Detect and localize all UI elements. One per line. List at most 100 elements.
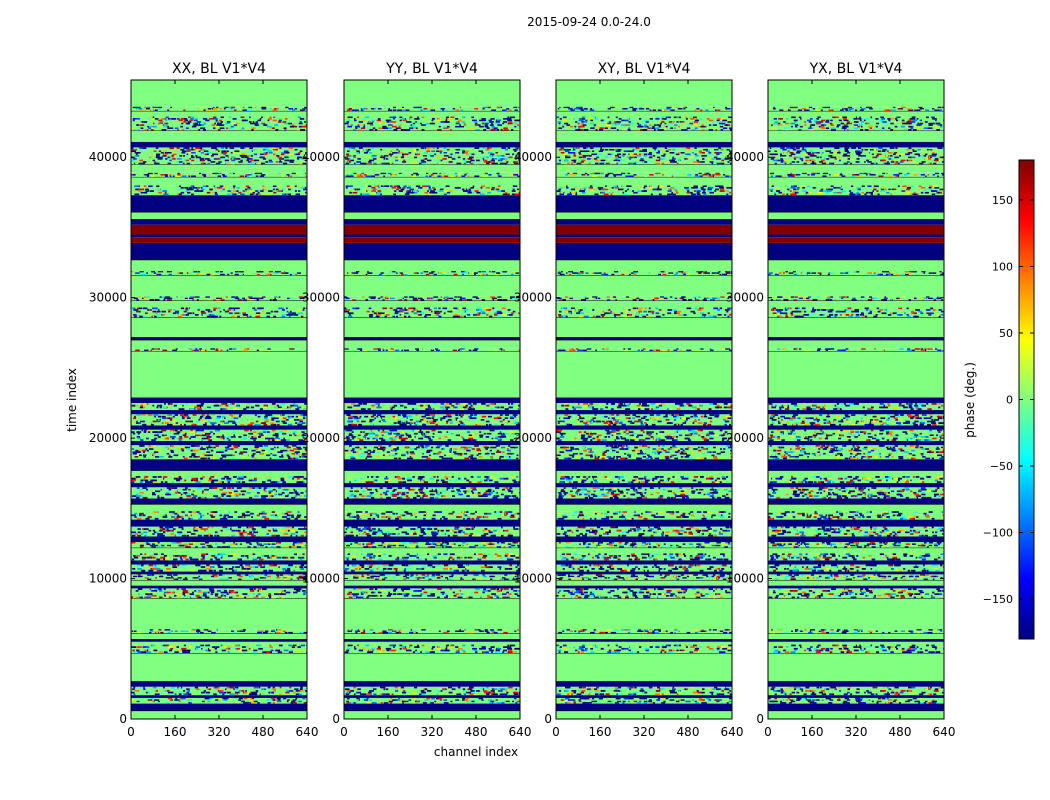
noise-cell	[495, 495, 500, 497]
noise-cell	[437, 542, 440, 544]
band-low	[131, 560, 307, 565]
noise-cell	[277, 190, 282, 192]
noise-cell	[272, 488, 276, 491]
noise-cell	[515, 496, 519, 499]
noise-cell	[299, 420, 303, 423]
noise-cell	[169, 429, 174, 432]
noise-cell	[274, 492, 278, 494]
noise-cell	[300, 686, 303, 689]
band-noisy	[131, 487, 307, 499]
noise-cell	[505, 690, 508, 692]
noise-cell	[390, 649, 395, 652]
noise-cell	[178, 542, 182, 544]
noise-cell	[273, 564, 277, 567]
noise-cell	[233, 348, 237, 350]
noise-cell	[444, 542, 450, 544]
noise-cell	[217, 128, 221, 131]
noise-cell	[183, 690, 186, 692]
noise-cell	[263, 188, 268, 191]
noise-cell	[366, 534, 372, 537]
noise-cell	[210, 558, 213, 561]
noise-cell	[215, 651, 218, 653]
noise-cell	[273, 191, 277, 194]
noise-cell	[211, 479, 217, 482]
noise-cell	[412, 542, 417, 544]
noise-cell	[183, 190, 187, 192]
noise-cell	[360, 533, 363, 535]
noise-cell	[371, 569, 374, 572]
noise-cell	[462, 644, 466, 647]
noise-cell	[270, 417, 276, 420]
noise-cell	[141, 121, 144, 123]
noise-cell	[245, 588, 248, 591]
noise-cell	[297, 309, 301, 311]
noise-cell	[504, 511, 508, 513]
noise-cell	[399, 514, 405, 517]
noise-cell	[487, 596, 490, 599]
noise-cell	[153, 566, 158, 569]
noise-cell	[228, 577, 232, 579]
noise-cell	[379, 574, 385, 576]
noise-cell	[417, 493, 422, 496]
noise-cell	[252, 529, 256, 532]
noise-cell	[228, 445, 232, 447]
noise-cell	[297, 691, 300, 694]
noise-cell	[422, 528, 425, 530]
noise-cell	[225, 697, 230, 700]
noise-cell	[140, 553, 143, 556]
noise-cell	[225, 568, 228, 570]
noise-cell	[162, 190, 168, 192]
noise-cell	[302, 553, 305, 556]
noise-cell	[265, 546, 268, 548]
noise-cell	[226, 437, 229, 440]
noise-cell	[394, 649, 397, 652]
noise-cell	[216, 686, 220, 689]
noise-cell	[385, 534, 388, 537]
noise-cell	[186, 534, 189, 537]
noise-cell	[207, 415, 211, 418]
noise-cell	[242, 312, 247, 315]
noise-cell	[220, 553, 225, 556]
noise-cell	[141, 569, 146, 572]
noise-cell	[133, 686, 136, 689]
noise-cell	[294, 451, 298, 453]
noise-cell	[374, 578, 379, 580]
noise-cell	[161, 118, 165, 120]
noise-cell	[195, 646, 201, 648]
noise-cell	[275, 270, 279, 273]
noise-cell	[371, 649, 374, 652]
noise-cell	[136, 299, 139, 301]
noise-cell	[284, 512, 289, 515]
noise-cell	[291, 452, 295, 455]
noise-cell	[252, 479, 257, 482]
noise-cell	[441, 533, 446, 535]
band-noisy	[131, 147, 307, 165]
noise-cell	[186, 272, 189, 274]
noise-cell	[179, 155, 183, 157]
noise-cell	[225, 647, 231, 650]
noise-cell	[516, 569, 520, 572]
noise-cell	[371, 511, 377, 513]
noise-cell	[164, 404, 168, 407]
noise-cell	[244, 574, 249, 576]
noise-cell	[135, 422, 139, 424]
noise-cell	[483, 575, 487, 578]
noise-cell	[464, 558, 470, 561]
noise-cell	[180, 630, 184, 632]
noise-cell	[393, 577, 396, 579]
noise-cell	[230, 596, 233, 599]
noise-cell	[254, 309, 257, 311]
noise-cell	[133, 186, 136, 189]
noise-cell	[267, 150, 273, 153]
noise-cell	[268, 543, 271, 545]
noise-cell	[229, 528, 232, 530]
noise-cell	[508, 649, 513, 652]
noise-cell	[143, 429, 148, 432]
noise-cell	[223, 516, 226, 518]
noise-cell	[260, 492, 263, 494]
noise-cell	[268, 439, 270, 441]
noise-cell	[176, 588, 179, 591]
noise-cell	[440, 649, 446, 652]
band-low	[131, 234, 307, 238]
noise-cell	[269, 417, 272, 420]
